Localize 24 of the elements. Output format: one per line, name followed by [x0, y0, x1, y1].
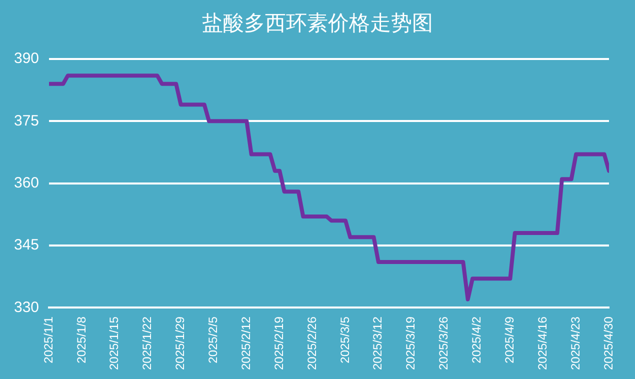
y-tick-label: 360 — [14, 174, 40, 192]
x-tick-label: 2025/2/5 — [206, 316, 220, 364]
x-tick-label: 2025/2/12 — [238, 316, 253, 370]
x-tick-label: 2025/4/2 — [470, 316, 484, 364]
x-tick-label: 2025/3/26 — [436, 316, 451, 370]
x-tick-label: 2025/4/23 — [568, 316, 582, 370]
x-tick-label: 2025/3/19 — [404, 316, 418, 370]
y-tick-label: 375 — [14, 112, 40, 130]
chart-title: 盐酸多西环素价格走势图 — [201, 10, 434, 37]
y-tick-label: 345 — [14, 236, 40, 254]
x-tick-label: 2025/1/29 — [173, 316, 188, 370]
x-tick-label: 2025/3/12 — [370, 316, 385, 370]
y-tick-label: 330 — [14, 298, 40, 316]
x-tick-label: 2025/1/15 — [107, 316, 122, 370]
x-tick-label: 2025/4/16 — [535, 316, 550, 370]
x-tick-label: 2025/1/22 — [140, 316, 154, 370]
x-tick-label: 2025/2/19 — [272, 316, 286, 370]
x-tick-label: 2025/4/9 — [502, 316, 516, 364]
x-tick-label: 2025/2/26 — [304, 316, 319, 370]
x-tick-label: 2025/4/30 — [601, 316, 616, 370]
y-tick-label: 390 — [14, 50, 40, 68]
x-tick-label: 2025/1/1 — [41, 316, 56, 364]
x-tick-label: 2025/3/5 — [338, 316, 352, 364]
x-tick-label: 2025/1/8 — [74, 316, 88, 364]
